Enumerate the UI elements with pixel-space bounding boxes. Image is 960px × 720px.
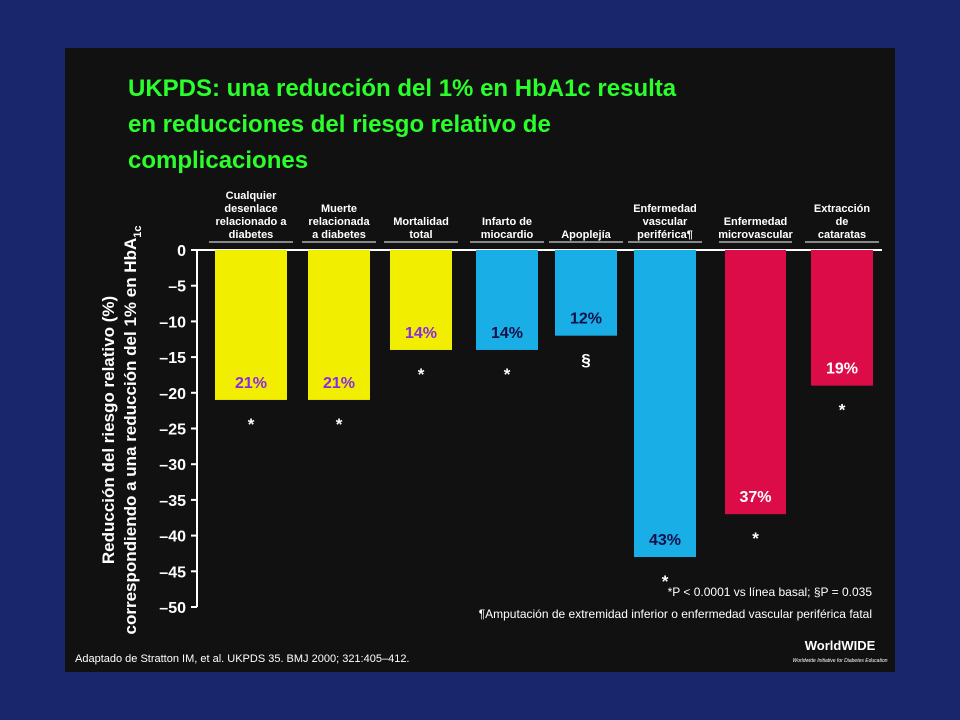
significance-marker: *	[839, 401, 846, 420]
y-tick-label: –20	[159, 386, 186, 403]
category-label: de	[836, 216, 849, 228]
significance-marker: §	[581, 351, 590, 370]
value-label: 14%	[491, 325, 523, 342]
y-label-text: correspondiendo a una reducción del 1% e…	[121, 238, 140, 635]
value-label: 14%	[405, 325, 437, 342]
category-label: Infarto de	[482, 216, 532, 228]
category-label: Enfermedad	[724, 216, 788, 228]
category-label: Apoplejía	[561, 229, 611, 241]
y-tick-label: –50	[159, 600, 186, 617]
category-label: vascular	[643, 216, 688, 228]
value-label: 21%	[235, 375, 267, 392]
value-label: 19%	[826, 361, 858, 378]
y-tick-label: –45	[159, 564, 186, 581]
y-tick-label: –10	[159, 314, 186, 331]
value-label: 37%	[739, 489, 771, 506]
title: UKPDS: una reducción del 1% en HbA1c res…	[128, 75, 677, 174]
bar	[215, 250, 287, 400]
title-line: complicaciones	[128, 147, 308, 174]
significance-marker: *	[504, 365, 511, 384]
category-label: relacionada	[308, 216, 370, 228]
significance-marker: *	[418, 365, 425, 384]
category-label: microvascular	[718, 229, 793, 241]
y-tick-label: –15	[159, 350, 186, 367]
category-label: Cualquier	[226, 190, 277, 202]
bar	[634, 250, 696, 558]
significance-marker: *	[752, 529, 759, 548]
footnote: ¶Amputación de extremidad inferior o enf…	[479, 607, 872, 621]
category-label: a diabetes	[312, 229, 366, 241]
y-tick-label: –25	[159, 422, 186, 439]
title-line: en reducciones del riesgo relativo de	[128, 111, 551, 138]
category-label: cataratas	[818, 229, 866, 241]
category-label: desenlace	[224, 203, 277, 215]
value-label: 12%	[570, 311, 602, 328]
bar	[390, 250, 452, 350]
category-label: Mortalidad	[393, 216, 449, 228]
logo-subtitle: Worldwide Initiative for Diabetes Educat…	[792, 658, 887, 664]
y-tick-label: –40	[159, 529, 186, 546]
y-tick-label: –5	[168, 279, 186, 296]
bar	[725, 250, 786, 515]
category-label: Extracción	[814, 203, 871, 215]
title-line: UKPDS: una reducción del 1% en HbA1c res…	[128, 75, 677, 102]
significance-marker: *	[336, 415, 343, 434]
footnote: *P < 0.0001 vs línea basal; §P = 0.035	[668, 585, 873, 599]
bar	[555, 250, 617, 336]
category-label: total	[409, 229, 432, 241]
category-label: Muerte	[321, 203, 357, 215]
significance-marker: *	[248, 415, 255, 434]
y-tick-label: –30	[159, 457, 186, 474]
category-label: Enfermedad	[633, 203, 697, 215]
source: Adaptado de Stratton IM, et al. UKPDS 35…	[75, 653, 410, 665]
value-label: 43%	[649, 532, 681, 549]
significance-marker: *	[662, 572, 669, 591]
category-label: diabetes	[229, 229, 274, 241]
category-label: periférica¶	[637, 229, 693, 241]
value-label: 21%	[323, 375, 355, 392]
bar	[811, 250, 873, 386]
logo: WorldWIDE	[805, 638, 876, 653]
bar	[308, 250, 370, 400]
y-axis-label: Reducción del riesgo relativo (%) corresp…	[99, 226, 144, 635]
y-tick-label: –35	[159, 493, 186, 510]
bar	[476, 250, 538, 350]
category-label: relacionado a	[216, 216, 288, 228]
y-label-line: Reducción del riesgo relativo (%)	[99, 296, 118, 564]
category-label: miocardio	[481, 229, 534, 241]
y-label-line: correspondiendo a una reducción del 1% e…	[121, 226, 144, 635]
y-tick-label: 0	[177, 243, 186, 260]
y-label-subscript: 1c	[132, 226, 144, 238]
